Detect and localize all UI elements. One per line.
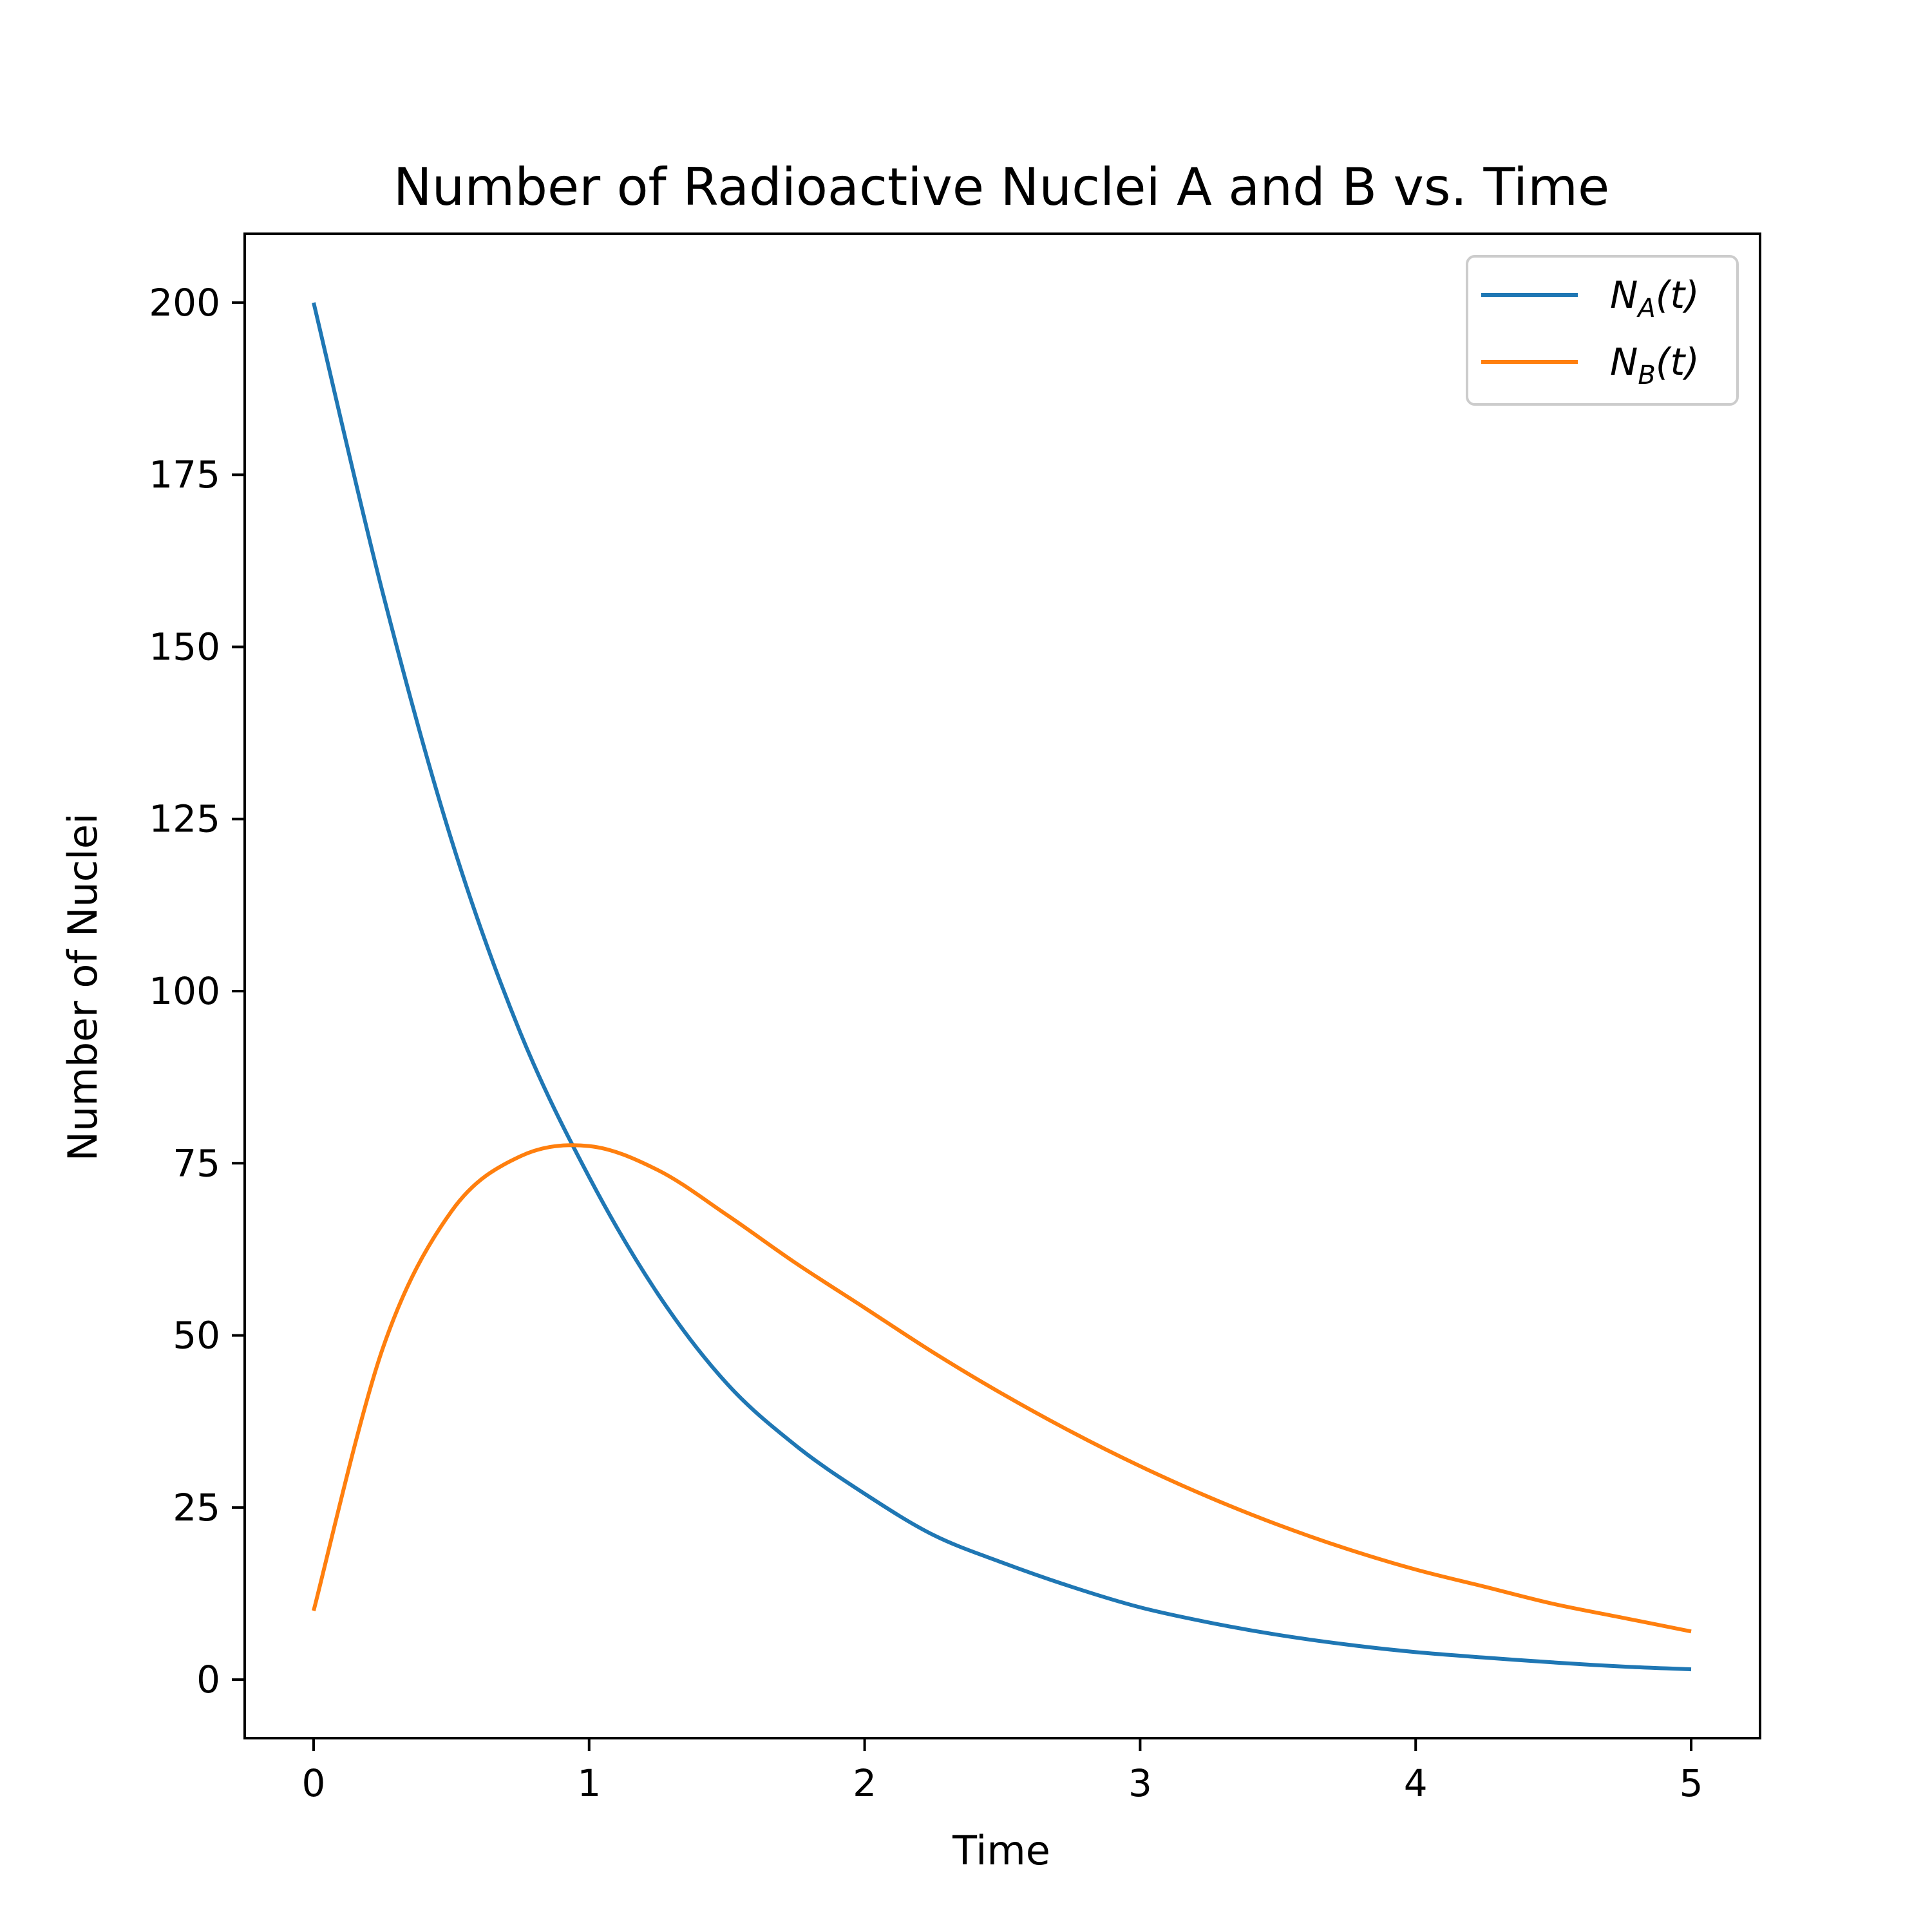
x-tick-label-3: 3 [1128, 1761, 1152, 1805]
y-axis-label: Number of Nuclei [59, 813, 106, 1162]
legend-label-nb-sub: B [1638, 361, 1655, 390]
series-line-nb [312, 1143, 1692, 1634]
y-tick-label-100: 100 [149, 969, 220, 1013]
plot-area [243, 232, 1761, 1739]
x-tick-label-4: 4 [1404, 1761, 1428, 1805]
y-tick-label-125: 125 [149, 797, 220, 841]
legend-label-na: NA(t) [1610, 273, 1700, 323]
series-line-na [312, 302, 1692, 1672]
series-layer [312, 302, 1692, 1672]
legend-label-na-sub: A [1636, 294, 1655, 323]
y-tick-label-175: 175 [149, 453, 220, 497]
legend-label-na-tail: (t) [1656, 273, 1700, 317]
legend-label-na-main: N [1610, 273, 1638, 317]
x-tick-label-0: 0 [302, 1761, 326, 1805]
y-tick-label-150: 150 [149, 625, 220, 668]
y-tick-label-75: 75 [173, 1141, 220, 1185]
legend-label-nb: NB(t) [1610, 340, 1700, 390]
y-tick-label-200: 200 [149, 281, 220, 325]
x-axis: 0 1 2 3 4 5 [302, 1738, 1703, 1805]
legend: NA(t) NB(t) [1466, 255, 1739, 406]
legend-label-nb-tail: (t) [1656, 340, 1700, 384]
y-tick-label-50: 50 [173, 1314, 220, 1358]
y-tick-label-25: 25 [173, 1486, 220, 1530]
x-axis-label: Time [952, 1827, 1050, 1874]
x-tick-label-1: 1 [577, 1761, 601, 1805]
x-tick-label-2: 2 [853, 1761, 876, 1805]
axes-frame [243, 232, 1761, 1739]
legend-label-nb-main: N [1610, 340, 1638, 384]
y-axis: 0 25 50 75 100 125 150 175 200 [149, 281, 245, 1701]
y-tick-label-0: 0 [196, 1658, 220, 1701]
chart-title: Number of Radioactive Nuclei A and B vs.… [393, 157, 1609, 217]
x-tick-label-5: 5 [1680, 1761, 1703, 1805]
